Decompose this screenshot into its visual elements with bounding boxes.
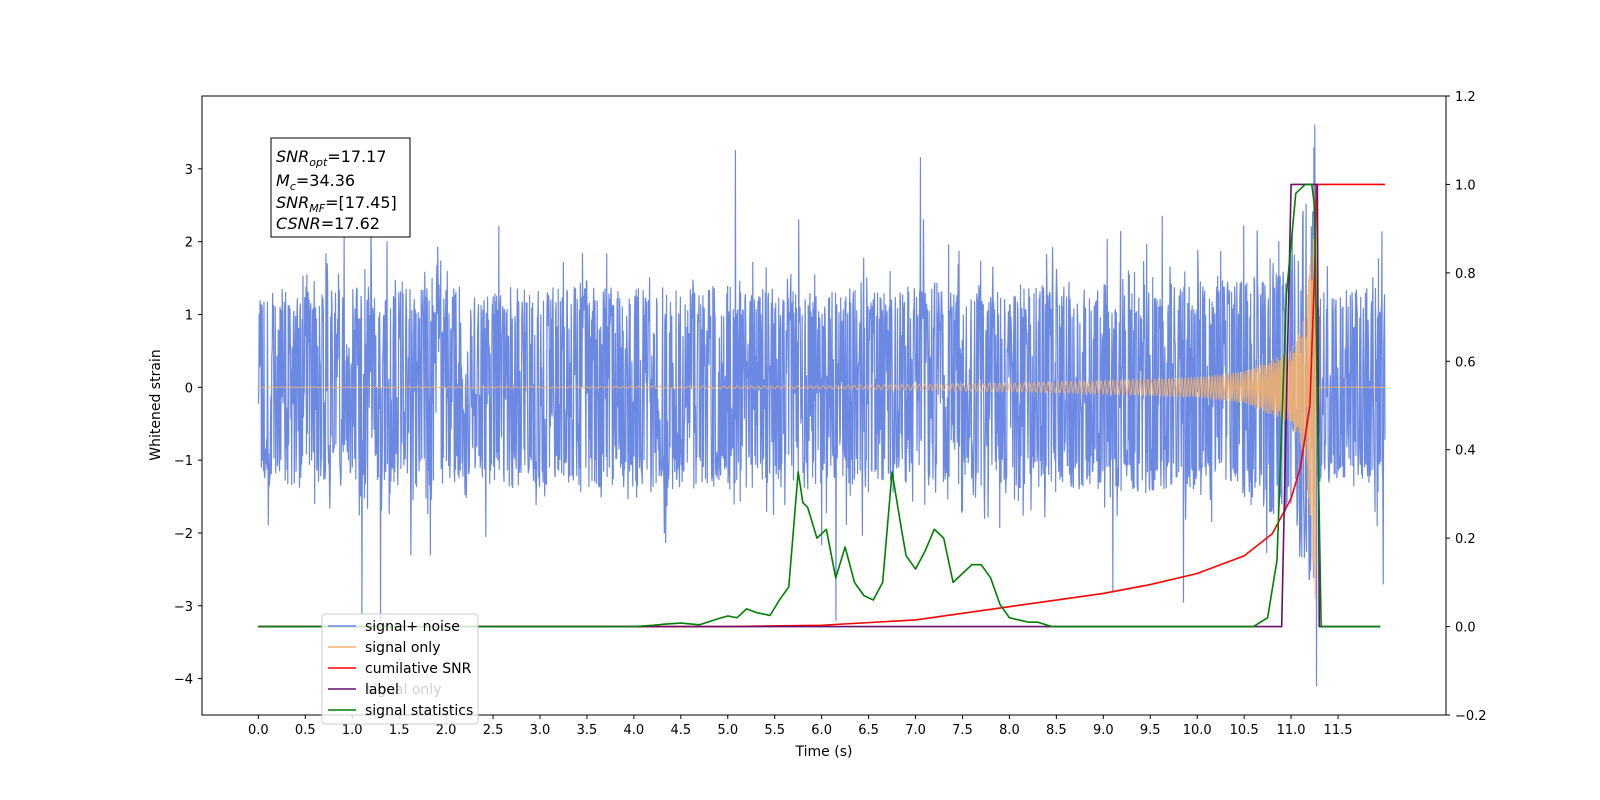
legend-label-signal-only: signal only (365, 640, 440, 656)
legend: signal only signal+ noise signal only cu… (321, 613, 479, 725)
x-tick-label: 7.5 (952, 723, 973, 738)
y-tick-label: −3 (174, 600, 193, 615)
x-tick-label: 6.0 (811, 723, 832, 738)
x-tick-label: 9.5 (1140, 723, 1161, 738)
x-axis-label: Time (s) (795, 744, 853, 760)
y2-tick-label: 0.0 (1455, 621, 1476, 636)
info-box-frame (270, 137, 411, 238)
y2-tick-label: 1.0 (1455, 178, 1476, 193)
series-signal-only-line (258, 184, 1385, 599)
info-line-snr-mf: SNRMF=[17.45] (276, 193, 397, 215)
y-tick-label: 1 (185, 308, 193, 323)
legend-frame (321, 613, 479, 725)
x-tick-label: 10.5 (1230, 723, 1259, 738)
y-tick-label: 2 (185, 236, 193, 251)
info-box: SNRopt=17.17 Mc=34.36 SNRMF=[17.45] CSNR… (270, 137, 411, 238)
legend-label-cumulative-snr: cumilative SNR (365, 661, 472, 677)
series-signal-noise-line (257, 124, 1386, 687)
x-tick-label: 5.5 (764, 723, 785, 738)
x-tick-label: 2.0 (436, 723, 457, 738)
y-axis-right: −0.2 0.0 0.2 0.4 0.6 0.8 1.0 1.2 (1446, 90, 1487, 724)
plot-area (257, 124, 1386, 687)
x-tick-label: 11.0 (1277, 723, 1306, 738)
y2-tick-label: 0.2 (1455, 532, 1476, 547)
x-tick-label: 0.0 (248, 723, 269, 738)
series-cumulative-snr-line (258, 183, 1385, 628)
legend-obscured-text: signal only (366, 682, 441, 698)
info-line-csnr: CSNR=17.62 (276, 214, 380, 233)
x-tick-label: 8.5 (1046, 723, 1067, 738)
y2-tick-label: 0.8 (1455, 267, 1476, 282)
x-tick-label: 3.5 (577, 723, 598, 738)
y-tick-label: −1 (174, 454, 193, 469)
y2-tick-label: 0.4 (1455, 444, 1476, 459)
y-tick-label: −4 (174, 673, 193, 688)
y-tick-label: 0 (185, 381, 193, 396)
legend-label-label: label (365, 682, 399, 698)
y-tick-label: 3 (185, 163, 193, 178)
x-tick-label: 1.0 (342, 723, 363, 738)
x-tick-label: 0.5 (295, 723, 316, 738)
x-tick-label: 8.0 (999, 723, 1020, 738)
x-tick-label: 5.0 (717, 723, 738, 738)
y2-tick-label: −0.2 (1455, 709, 1487, 724)
x-tick-label: 1.5 (389, 723, 410, 738)
x-axis: 0.0 0.5 1.0 1.5 2.0 2.5 3.0 3.5 4.0 4.5 5.0 5.5 6.0 6… (248, 715, 1353, 738)
x-tick-label: 4.0 (624, 723, 645, 738)
series-signal-statistics-line (258, 183, 1381, 628)
y-axis-left: −4 −3 −2 −1 0 1 2 3 (174, 163, 202, 688)
y-axis-label: Whitened strain (148, 349, 164, 460)
x-tick-label: 9.0 (1093, 723, 1114, 738)
y2-tick-label: 0.6 (1455, 355, 1476, 370)
x-tick-label: 11.5 (1324, 723, 1353, 738)
x-tick-label: 6.5 (858, 723, 879, 738)
x-tick-label: 10.0 (1183, 723, 1212, 738)
y-tick-label: −2 (174, 527, 193, 542)
legend-label-signal-statistics: signal statistics (365, 703, 473, 719)
x-tick-label: 2.5 (483, 723, 504, 738)
x-tick-label: 4.5 (670, 723, 691, 738)
x-tick-label: 7.0 (905, 723, 926, 738)
info-line-snr-opt: SNRopt=17.17 (276, 147, 387, 169)
info-line-mc: Mc=34.36 (276, 171, 355, 193)
x-tick-label: 3.0 (530, 723, 551, 738)
y2-tick-label: 1.2 (1455, 90, 1476, 105)
legend-label-signal-noise: signal+ noise (365, 619, 460, 635)
axes-frame (201, 95, 1447, 716)
